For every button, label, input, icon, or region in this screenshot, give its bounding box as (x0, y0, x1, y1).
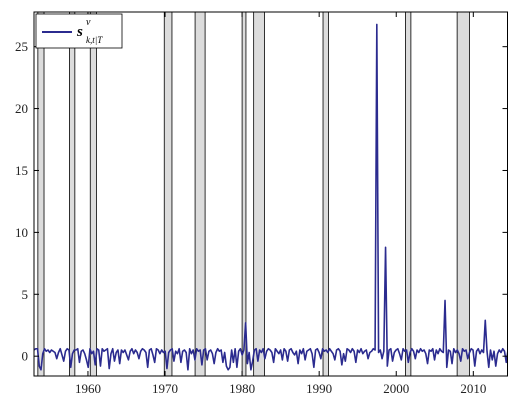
legend-superscript: v (86, 17, 91, 28)
y-tick-label-10: 10 (15, 225, 28, 240)
recession-band-7 (322, 11, 329, 377)
recession-band-6 (253, 11, 265, 377)
legend: s v k,t|T (35, 13, 123, 49)
recession-band-8 (405, 11, 412, 377)
x-tick-label-1980: 1980 (229, 381, 255, 396)
y-tick-label-25: 25 (15, 39, 28, 54)
recession-band-9 (456, 11, 470, 377)
legend-subscript: k,t|T (86, 35, 103, 45)
x-tick-label-2000: 2000 (383, 381, 409, 396)
x-axis: 1960 1970 1980 1990 2000 2010 (75, 12, 486, 396)
series-line (33, 23, 508, 371)
y-tick-label-0: 0 (22, 349, 29, 364)
plot-frame (33, 11, 508, 377)
x-tick-label-1990: 1990 (306, 381, 332, 396)
legend-label: s (76, 24, 83, 40)
x-tick-label-1970: 1970 (152, 381, 178, 396)
recession-shading (37, 11, 470, 377)
x-tick-label-2010: 2010 (460, 381, 486, 396)
x-tick-label-1960: 1960 (75, 381, 101, 396)
recession-band-5 (241, 11, 247, 377)
y-tick-label-15: 15 (15, 163, 28, 178)
y-tick-label-5: 5 (22, 287, 29, 302)
y-axis: 0 5 10 15 20 25 (15, 39, 508, 364)
recession-band-0 (37, 11, 45, 377)
recession-band-3 (163, 11, 173, 377)
recession-band-4 (194, 11, 206, 377)
recession-band-1 (69, 11, 76, 377)
recession-band-2 (89, 11, 97, 377)
series-group (33, 23, 508, 371)
y-tick-label-20: 20 (15, 101, 28, 116)
